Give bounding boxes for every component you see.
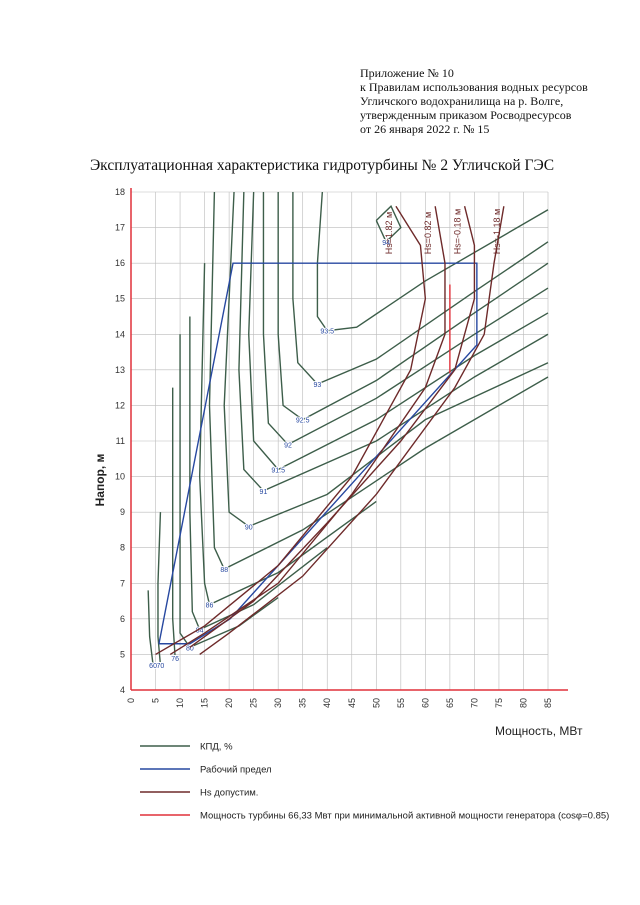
- header-line: от 26 января 2022 г. № 15: [360, 122, 489, 136]
- legend-text: Hs допустим.: [200, 788, 258, 799]
- legend-text: Рабочий предел: [200, 765, 272, 776]
- series-line: [155, 205, 427, 656]
- y-tick-label: 17: [115, 223, 125, 233]
- contour-label: 60: [149, 663, 157, 670]
- x-tick-label: 10: [175, 698, 185, 708]
- y-tick-label: 6: [120, 614, 125, 624]
- line-label: Hs=-0.18 м: [453, 209, 463, 254]
- contour-label: 76: [171, 656, 179, 663]
- y-tick-label: 4: [120, 685, 125, 695]
- x-tick-label: 20: [224, 698, 234, 708]
- contour-label: 92: [284, 443, 292, 450]
- series-line: [223, 191, 549, 528]
- series-line: [172, 387, 176, 659]
- y-tick-label: 7: [120, 578, 125, 588]
- series-line: [248, 191, 549, 471]
- x-tick-label: 0: [126, 698, 136, 703]
- y-tick-label: 10: [115, 472, 125, 482]
- header-line: к Правилам использования водных ресурсов: [360, 80, 588, 94]
- series-line: [189, 206, 476, 648]
- x-tick-label: 65: [445, 698, 455, 708]
- contour-label: 93.5: [320, 329, 334, 336]
- header-line: Приложение № 10: [360, 66, 454, 80]
- x-tick-label: 5: [151, 698, 161, 703]
- x-tick-label: 55: [396, 698, 406, 708]
- contour-label: 70: [157, 663, 165, 670]
- header: Приложение № 10 к Правилам использования…: [360, 66, 588, 136]
- y-tick-label: 9: [120, 507, 125, 517]
- x-tick-label: 85: [543, 698, 553, 708]
- chart-title: Эксплуатационная характеристика гидротур…: [90, 157, 554, 174]
- legend-text: КПД, %: [200, 742, 233, 753]
- x-axis-label: Мощность, МВт: [495, 724, 583, 738]
- contour-label: 88: [220, 567, 228, 574]
- y-tick-label: 5: [120, 649, 125, 659]
- line-label: Hs=-1.18 м: [492, 209, 502, 254]
- contour-label: 93: [314, 382, 322, 389]
- header-line: Угличского водохранилища на р. Волге,: [360, 94, 563, 108]
- series-line: [208, 191, 549, 571]
- contour-label: 94: [382, 240, 390, 247]
- x-tick-label: 15: [200, 698, 210, 708]
- y-tick-label: 8: [120, 543, 125, 553]
- contour-label: 90: [245, 524, 253, 531]
- contour-label: 86: [206, 603, 214, 610]
- x-tick-label: 25: [249, 698, 259, 708]
- series-line: [169, 206, 446, 656]
- series-line: [147, 590, 154, 666]
- y-axis-label: Напор, м: [93, 453, 107, 506]
- y-tick-label: 12: [115, 400, 125, 410]
- line-label: Hs=0.82 м: [423, 212, 433, 254]
- y-tick-label: 11: [116, 436, 125, 446]
- x-tick-label: 30: [273, 698, 283, 708]
- contour-label: 80: [186, 645, 194, 652]
- x-tick-label: 75: [494, 698, 504, 708]
- x-tick-label: 60: [420, 698, 430, 708]
- header-line: утвержденным приказом Росводресурсов: [360, 108, 572, 122]
- contour-label: 91: [260, 489, 268, 496]
- x-tick-label: 70: [469, 698, 479, 708]
- series-line: [189, 316, 328, 631]
- series-line: [157, 512, 162, 666]
- series-line: [199, 206, 505, 655]
- series-line: [198, 263, 377, 606]
- x-tick-label: 45: [347, 698, 357, 708]
- x-tick-label: 50: [371, 698, 381, 708]
- series-line: [277, 192, 549, 421]
- legend-text: Мощность турбины 66,33 Мвт при минимальн…: [200, 811, 609, 822]
- series-line: [375, 205, 402, 243]
- series-line: [262, 192, 549, 446]
- y-tick-label: 18: [115, 187, 125, 197]
- y-tick-label: 15: [115, 294, 125, 304]
- x-tick-label: 40: [322, 698, 332, 708]
- contour-label: 92.5: [296, 418, 310, 425]
- series-line: [158, 262, 478, 645]
- line-label: Hs=1.82 м: [384, 212, 394, 254]
- contour-label: 84: [196, 628, 204, 635]
- y-tick-label: 14: [115, 329, 125, 339]
- contour-label: 91.5: [271, 467, 285, 474]
- y-tick-label: 16: [115, 258, 125, 268]
- x-tick-label: 80: [518, 698, 528, 708]
- series-line: [238, 191, 549, 492]
- x-tick-label: 35: [298, 698, 308, 708]
- y-tick-label: 13: [115, 365, 125, 375]
